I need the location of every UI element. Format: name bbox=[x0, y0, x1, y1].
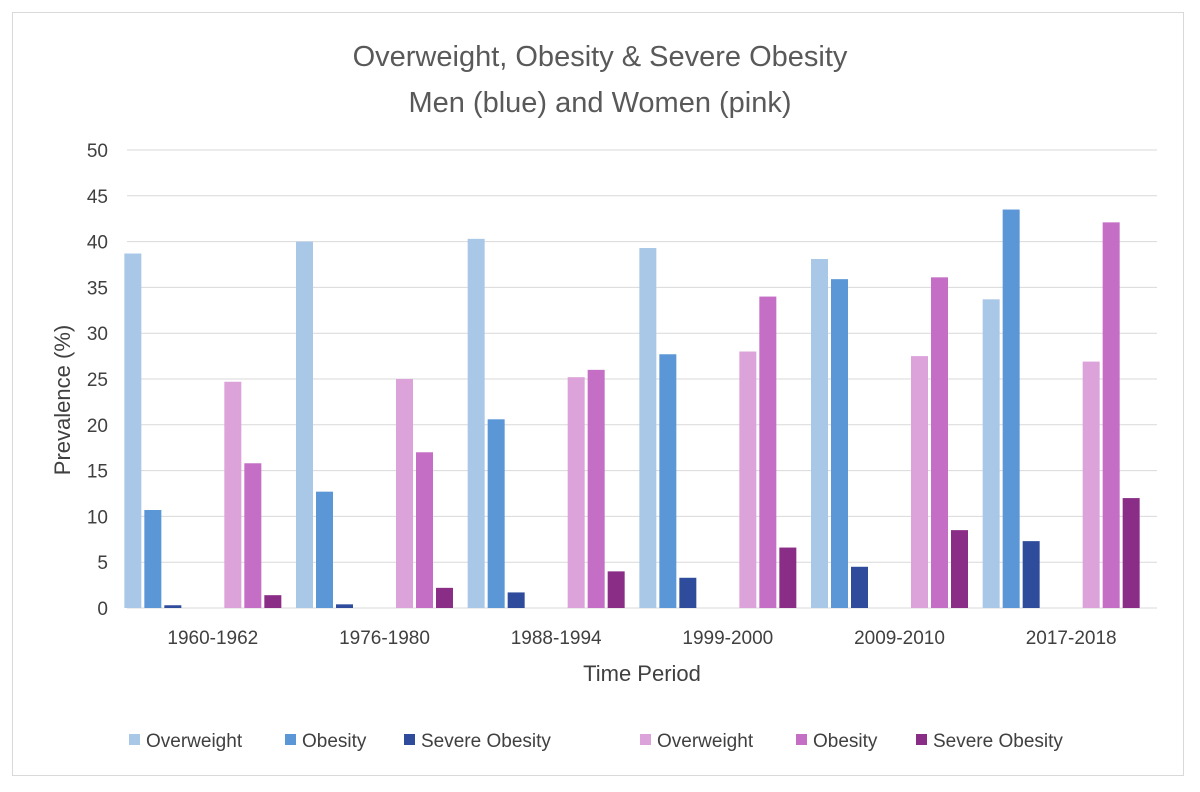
bar bbox=[336, 604, 353, 608]
chart-subtitle: Men (blue) and Women (pink) bbox=[408, 87, 791, 119]
y-tick-label: 20 bbox=[87, 416, 108, 437]
y-tick-label: 30 bbox=[87, 324, 108, 345]
y-tick-label: 15 bbox=[87, 462, 108, 483]
x-tick-label: 1960-1962 bbox=[167, 628, 258, 649]
y-axis-title: Prevalence (%) bbox=[50, 325, 75, 475]
legend-swatch bbox=[796, 734, 807, 745]
x-axis-title: Time Period bbox=[583, 661, 701, 686]
y-tick-label: 25 bbox=[87, 370, 108, 391]
bar bbox=[779, 547, 797, 608]
bar bbox=[296, 241, 313, 608]
legend-label: Severe Obesity bbox=[933, 731, 1063, 752]
y-tick-label: 0 bbox=[97, 599, 108, 620]
bar bbox=[487, 419, 505, 608]
chart-title: Overweight, Obesity & Severe Obesity bbox=[353, 41, 848, 73]
legend-label: Severe Obesity bbox=[421, 731, 551, 752]
bar bbox=[982, 299, 1000, 608]
bar bbox=[951, 530, 968, 608]
bar bbox=[244, 463, 262, 608]
bar bbox=[1082, 361, 1100, 608]
legend-label: Obesity bbox=[813, 731, 878, 752]
legend-label: Overweight bbox=[657, 731, 754, 752]
y-tick-label: 50 bbox=[87, 141, 108, 162]
bar bbox=[851, 566, 868, 608]
bar bbox=[467, 238, 485, 609]
bar bbox=[164, 605, 182, 608]
bar bbox=[659, 354, 677, 608]
bars bbox=[124, 209, 1140, 609]
y-tick-label: 10 bbox=[87, 507, 108, 528]
bar bbox=[759, 296, 777, 608]
bar bbox=[587, 369, 605, 608]
bar bbox=[396, 379, 413, 608]
x-tick-label: 2017-2018 bbox=[1026, 628, 1117, 649]
bar bbox=[831, 279, 848, 608]
bar bbox=[224, 381, 242, 608]
legend-swatch bbox=[916, 734, 927, 745]
bar bbox=[607, 571, 625, 608]
legend-swatch bbox=[285, 734, 296, 745]
bar bbox=[811, 259, 828, 608]
y-tick-label: 40 bbox=[87, 233, 108, 254]
legend-label: Overweight bbox=[146, 731, 243, 752]
bar bbox=[911, 356, 928, 608]
bar bbox=[1102, 222, 1120, 608]
y-tick-label: 5 bbox=[97, 553, 108, 574]
bar bbox=[264, 595, 282, 608]
bar bbox=[931, 277, 948, 608]
x-axis-ticks: 1960-1962 1976-1980 1988-1994 1999-2000 2009… bbox=[167, 628, 1116, 649]
bar bbox=[436, 587, 453, 608]
x-tick-label: 1976-1980 bbox=[339, 628, 430, 649]
y-axis-ticks: 0 5 10 15 20 25 30 35 40 45 50 bbox=[87, 141, 108, 620]
bar bbox=[739, 351, 757, 608]
bar bbox=[416, 452, 433, 608]
legend-swatch bbox=[129, 734, 140, 745]
bar bbox=[1122, 498, 1140, 608]
x-tick-label: 1988-1994 bbox=[511, 628, 602, 649]
bar bbox=[1002, 209, 1020, 609]
legend-swatch bbox=[640, 734, 651, 745]
legend-label: Obesity bbox=[302, 731, 367, 752]
x-tick-label: 2009-2010 bbox=[854, 628, 945, 649]
y-tick-label: 45 bbox=[87, 187, 108, 208]
x-tick-label: 1999-2000 bbox=[682, 628, 773, 649]
legend: Overweight Obesity Severe Obesity Overweigh… bbox=[129, 731, 1063, 752]
bar bbox=[144, 509, 162, 608]
bar bbox=[679, 577, 697, 608]
bar bbox=[124, 253, 142, 608]
bar bbox=[1022, 541, 1040, 608]
bar bbox=[507, 592, 525, 608]
bar bbox=[316, 491, 333, 608]
bar bbox=[567, 377, 585, 608]
bar bbox=[639, 248, 657, 608]
y-tick-label: 35 bbox=[87, 278, 108, 299]
legend-swatch bbox=[404, 734, 415, 745]
